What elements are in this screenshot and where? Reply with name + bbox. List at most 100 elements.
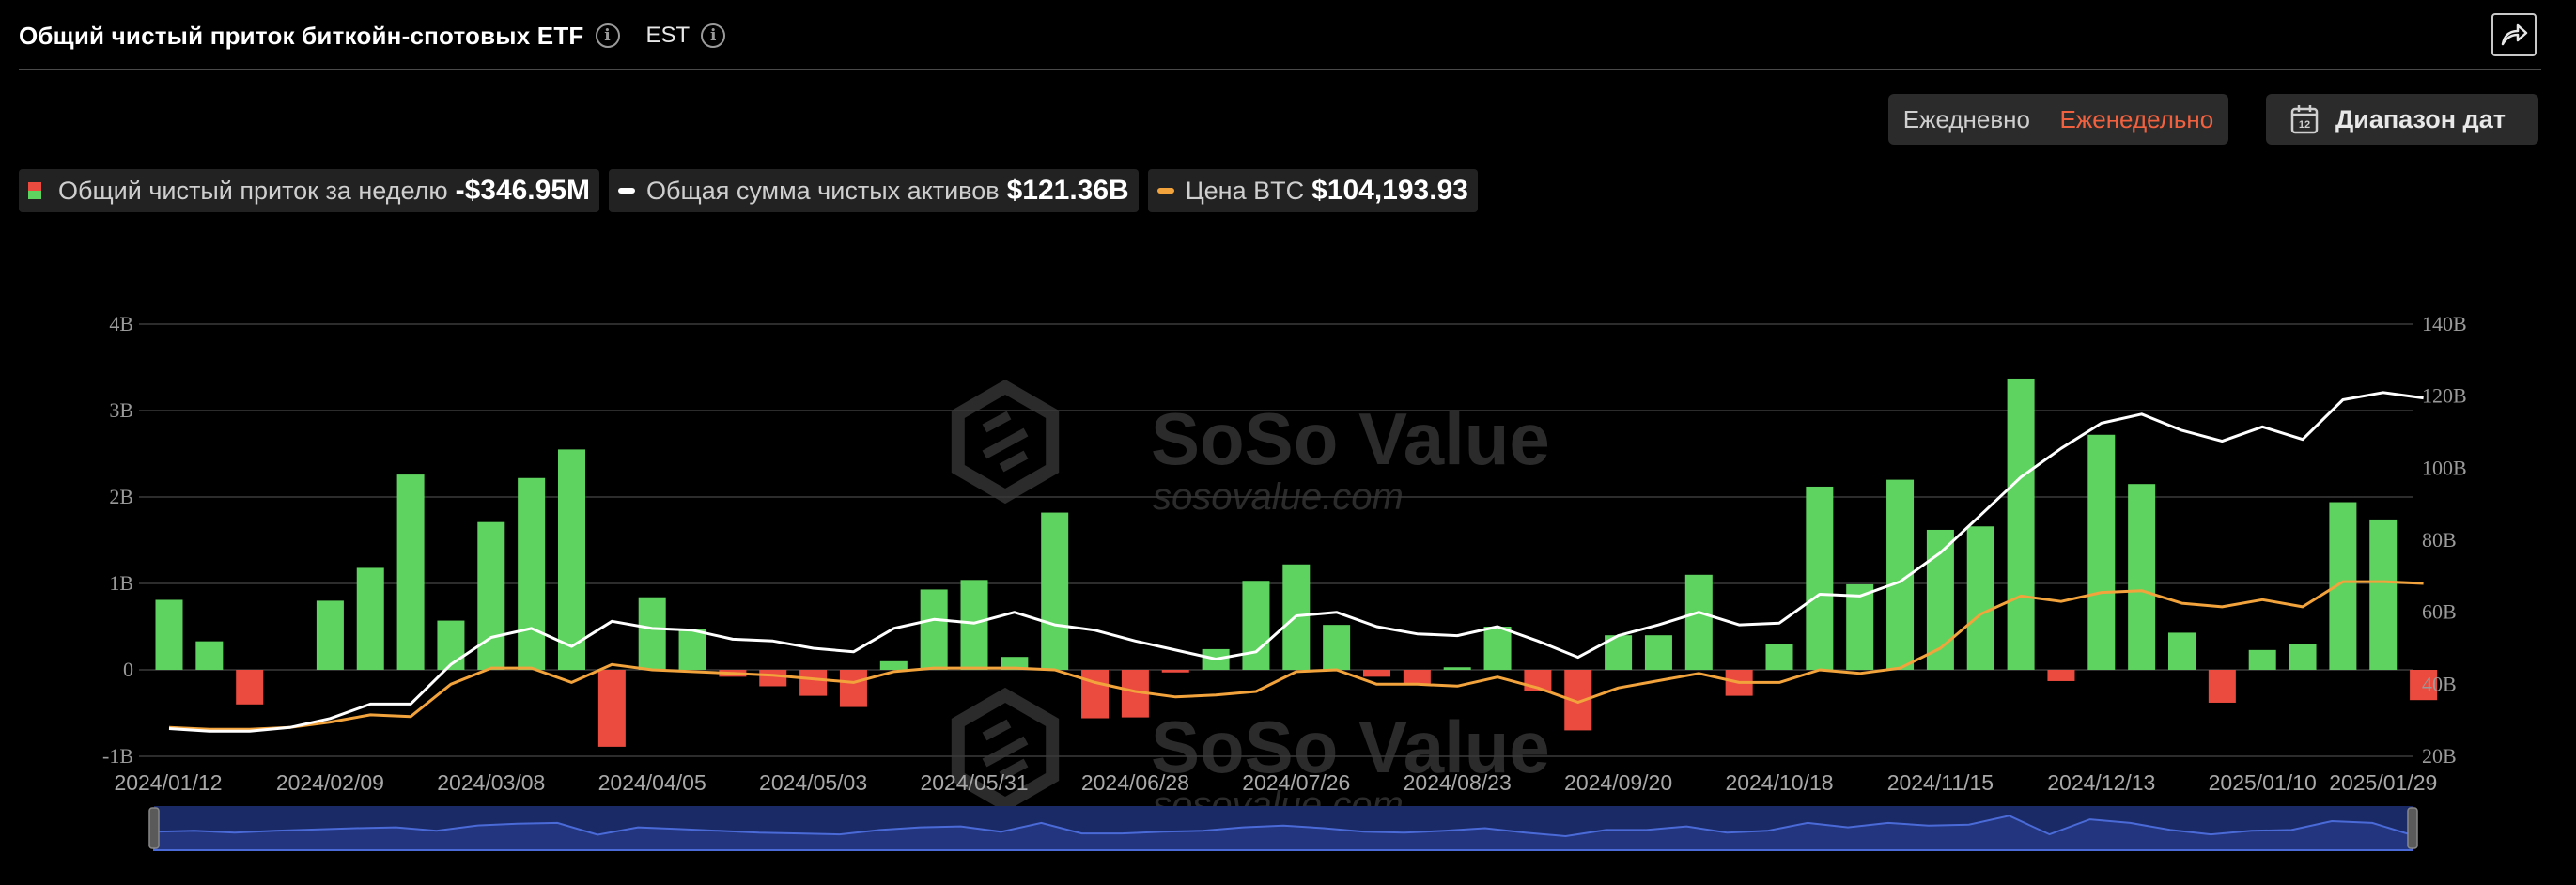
inflow-bar[interactable] <box>920 589 948 670</box>
inflow-bar[interactable] <box>1644 635 1672 670</box>
x-tick-label: 2024/05/31 <box>920 770 1028 795</box>
left-axis: -1B 0 1B 2B 3B 4B <box>102 312 133 768</box>
right-tick-label: 100B <box>2422 456 2467 479</box>
price-swatch <box>1156 188 1174 194</box>
x-tick-label: 2025/01/10 <box>2209 770 2317 795</box>
inflow-bar[interactable] <box>597 670 626 747</box>
inflow-bar[interactable] <box>1684 574 1713 670</box>
left-tick-label: 1B <box>109 571 133 595</box>
x-tick-label: 2024/11/15 <box>1887 770 1994 795</box>
x-tick-label: 2024/02/09 <box>276 770 384 795</box>
left-tick-label: 2B <box>109 485 133 508</box>
inflow-bar[interactable] <box>316 600 344 670</box>
inflow-bar[interactable] <box>1966 526 1994 670</box>
inflow-bar[interactable] <box>155 599 183 670</box>
inflow-bar[interactable] <box>356 567 384 670</box>
x-tick-label: 2024/04/05 <box>598 770 706 795</box>
weekly-tab[interactable]: Еженедельно <box>2059 104 2214 133</box>
daily-tab[interactable]: Ежедневно <box>1902 104 2030 133</box>
inflow-bar[interactable] <box>396 474 425 670</box>
inflow-bar[interactable] <box>2369 519 2398 670</box>
inflow-bar[interactable] <box>477 521 505 670</box>
inflow-bars <box>155 378 2438 747</box>
inflow-bar[interactable] <box>879 660 908 670</box>
inflow-bar[interactable] <box>1846 583 1874 670</box>
inflow-bar[interactable] <box>1001 657 1029 670</box>
inflow-bar[interactable] <box>1041 512 1069 670</box>
series-lines <box>168 391 2424 733</box>
inflow-bar[interactable] <box>518 477 546 670</box>
legend-assets[interactable]: Общая сумма чистых активов $121.36B <box>609 169 1139 212</box>
inflow-bar[interactable] <box>236 670 264 705</box>
inflow-bar[interactable] <box>1765 644 1793 670</box>
x-tick-label: 2024/05/03 <box>759 770 867 795</box>
navigator-series <box>153 815 2413 851</box>
legend-price-label: Цена BTC <box>1185 176 1305 205</box>
inflow-bar[interactable] <box>2168 632 2196 670</box>
range-navigator[interactable] <box>148 806 2418 851</box>
info-icon[interactable]: i <box>595 23 620 48</box>
inflow-bar[interactable] <box>1242 581 1270 670</box>
x-tick-label: 2024/06/28 <box>1081 770 1189 795</box>
date-range-button[interactable]: 12 Диапазон дат <box>2266 94 2538 145</box>
inflow-bar[interactable] <box>1081 670 1110 719</box>
left-tick-label: -1B <box>102 744 133 768</box>
page-title: Общий чистый приток биткойн-спотовых ETF <box>19 21 584 50</box>
watermark-brand: SoSo Value <box>1151 706 1550 788</box>
watermark-brand: SoSo Value <box>1151 397 1550 480</box>
x-tick-label: 2025/01/29 <box>2329 770 2437 795</box>
inflow-bar[interactable] <box>1483 627 1512 670</box>
inflow-bar[interactable] <box>678 629 706 670</box>
inflow-bar[interactable] <box>2128 484 2156 670</box>
inflow-bar[interactable] <box>638 597 666 670</box>
inflow-bar[interactable] <box>799 670 828 696</box>
inflow-bar[interactable] <box>1443 667 1471 670</box>
inflow-bar[interactable] <box>2047 670 2075 681</box>
calendar-icon: 12 <box>2290 105 2319 134</box>
btc-price-line[interactable] <box>168 580 2424 731</box>
inflow-bar[interactable] <box>195 641 224 670</box>
right-tick-label: 40B <box>2422 672 2457 695</box>
legend-price[interactable]: Цена BTC $104,193.93 <box>1147 169 1478 212</box>
timezone-info-icon[interactable]: i <box>701 23 726 48</box>
header-divider <box>19 69 2541 70</box>
x-tick-label: 2024/12/13 <box>2047 770 2155 795</box>
inflow-bar[interactable] <box>960 580 988 670</box>
date-range-label: Диапазон дат <box>2335 104 2506 133</box>
right-tick-label: 60B <box>2422 600 2457 624</box>
watermark-logo-icon <box>951 687 1060 813</box>
right-axis: 20B 40B 60B 80B 100B 120B 140B <box>2422 312 2467 768</box>
share-icon <box>2501 23 2528 46</box>
inflow-bar[interactable] <box>1161 670 1189 673</box>
right-tick-label: 140B <box>2422 312 2467 335</box>
inflow-bar[interactable] <box>558 449 585 670</box>
left-tick-label: 4B <box>109 312 133 335</box>
inflow-bar[interactable] <box>759 670 787 687</box>
inflow-bar[interactable] <box>2289 644 2317 670</box>
inflow-swatch <box>28 182 41 199</box>
assets-swatch <box>618 188 636 194</box>
left-tick-label: 0 <box>123 658 133 681</box>
inflow-bar[interactable] <box>839 670 867 707</box>
share-button[interactable] <box>2491 13 2537 56</box>
net-assets-line[interactable] <box>168 391 2424 733</box>
inflow-bar[interactable] <box>1323 625 1351 670</box>
inflow-bar[interactable] <box>2248 649 2276 670</box>
navigator-handle-left[interactable] <box>148 807 160 849</box>
inflow-bar[interactable] <box>437 620 465 670</box>
inflow-bar[interactable] <box>1403 670 1431 685</box>
inflow-bar[interactable] <box>2087 434 2116 670</box>
x-tick-label: 2024/01/12 <box>114 770 222 795</box>
inflow-bar[interactable] <box>2007 378 2035 670</box>
navigator-handle-right[interactable] <box>2407 807 2418 849</box>
legend-inflow-value: -$346.95M <box>455 175 591 206</box>
inflow-bar[interactable] <box>1363 670 1390 677</box>
inflow-bar[interactable] <box>2208 670 2236 703</box>
legend-price-value: $104,193.93 <box>1311 175 1468 206</box>
legend-inflow[interactable]: Общий чистый приток за неделю -$346.95M <box>19 169 600 212</box>
inflow-bar[interactable] <box>2410 670 2438 701</box>
x-tick-label: 2024/08/23 <box>1404 770 1512 795</box>
header-bar: Общий чистый приток биткойн-спотовых ETF… <box>19 17 726 54</box>
inflow-bar[interactable] <box>1806 486 1834 670</box>
